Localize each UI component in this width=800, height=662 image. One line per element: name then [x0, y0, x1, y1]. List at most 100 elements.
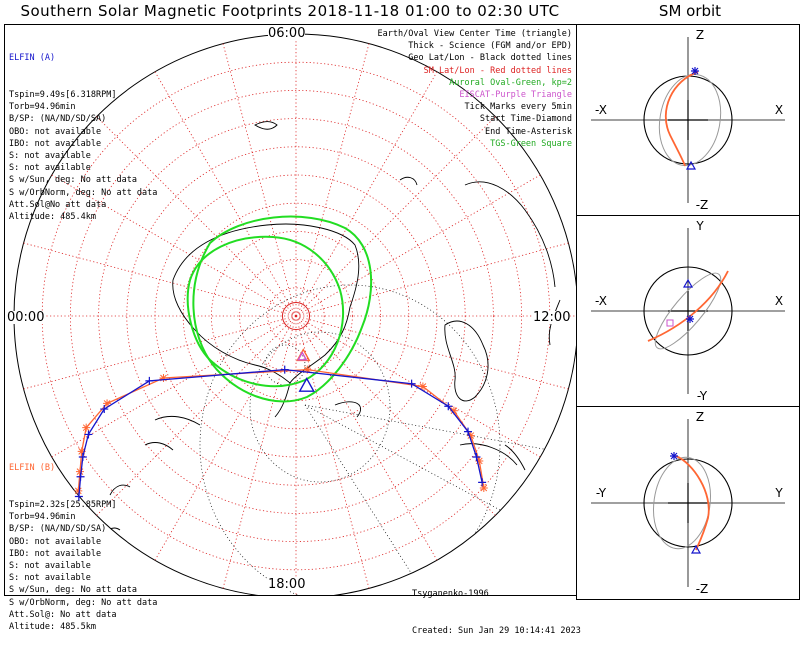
legend-line: Tick Marks every 5min [464, 102, 572, 113]
coastline [444, 320, 489, 402]
elfin-a-tick [74, 492, 83, 501]
elfin-b-info-line: Torb=94.96min [9, 512, 76, 523]
sm-lon-spoke [295, 116, 496, 317]
elfin-b-info-line: S w/Sun, deg: No att data [9, 585, 137, 596]
footprint-plot-frame: 06:00 00:00 12:00 18:00 ELFIN (A) Tspin=… [4, 24, 581, 636]
sm-lat-ring [98, 118, 494, 514]
elfin-b-info-line: B/SP: (NA/ND/SD/SA) [9, 524, 107, 535]
auroral-oval-outer [192, 215, 373, 403]
coastline [154, 415, 201, 426]
elfin-b-info-line: Att.Sol@: No att data [9, 609, 117, 620]
elfin-b-tick [303, 365, 312, 374]
coastline [504, 522, 531, 531]
orbit-title: SM orbit [658, 2, 722, 20]
legend: Earth/Oval View Center Time (triangle) Th… [378, 28, 572, 150]
elfin-b-info-line: IBO: not available [9, 548, 102, 559]
orbit-end-asterisk [670, 452, 678, 460]
elfin-a-info-line: S w/Sun, deg: No att data [9, 175, 137, 186]
created-label: Created: Sun Jan 29 10:14:41 2023 [412, 626, 581, 637]
legend-line: EISCAT-Purple Triangle [459, 90, 572, 101]
elfin-b-info-line: S: not available [9, 573, 91, 584]
orbit-axis-label-pos-y: Z [696, 410, 704, 424]
legend-line: Earth/Oval View Center Time (triangle) [377, 29, 572, 39]
sm-lon-spoke [295, 315, 438, 561]
elfin-b-tick [475, 456, 484, 465]
orbit-axis-label-pos-x: X [775, 294, 783, 308]
elfin-a-info-line: OBO: not available [9, 126, 102, 137]
sm-lon-spoke [154, 315, 297, 561]
orbit-end-asterisk [686, 315, 694, 323]
elfin-a-tick [145, 376, 154, 385]
orbit-axis-label-neg-x: -X [595, 103, 607, 117]
hour-label-right: 12:00 [533, 310, 571, 325]
orbit-axis-label-pos-x: Y [774, 486, 783, 500]
elfin-a-tick [407, 379, 416, 388]
orbit-axis-label-neg-y: -Y [697, 389, 708, 403]
elfin-a-info-line: S: not available [9, 151, 91, 162]
orbit-end-asterisk [691, 67, 699, 75]
geo-lon-line [304, 404, 576, 456]
orbit-path-grey [658, 73, 722, 167]
sm-lat-ring [210, 230, 381, 401]
elfin-a-info-line: Torb=94.96min [9, 102, 76, 113]
sm-lon-spoke [96, 315, 297, 516]
orbit-center-triangle [690, 544, 702, 554]
elfin-a-info-line: IBO: not available [9, 138, 102, 149]
elfin-b-tick [466, 431, 475, 440]
orbit-panel-yz-chart: -Y Y Z -Z [591, 410, 785, 596]
sm-lon-spoke [51, 315, 297, 458]
sm-lon-spoke [23, 315, 297, 390]
coastlines [99, 121, 561, 541]
orbit-panel-xz: -X X Z -Z [576, 24, 800, 216]
elfin-b-tick [103, 399, 112, 408]
orbit-path-grey [654, 272, 722, 350]
sm-grid [14, 34, 576, 595]
hour-label-top: 06:00 [268, 26, 306, 41]
legend-line: Thick - Science (FGM and/or EPD) [408, 41, 572, 52]
elfin-a-info-line: Altitude: 485.4km [9, 212, 96, 223]
orbit-axis-label-neg-y: -Z [696, 198, 709, 212]
sm-lon-spoke [295, 71, 438, 317]
geo-grid [199, 284, 576, 595]
elfin-b-info-line: S w/OrbNorm, deg: No att data [9, 597, 158, 608]
coastline [504, 444, 526, 471]
footer-info: Tsyganenko-1996 Created: Sun Jan 29 10:1… [412, 564, 581, 662]
elfin-a-name: ELFIN (A) [9, 53, 56, 64]
elfin-a-tick [472, 453, 481, 461]
elfin-a-tick [280, 365, 289, 374]
orbit-center-triangle [685, 160, 697, 170]
elfin-a-tick [100, 405, 109, 414]
orbit-panel-xz-chart: -X X Z -Z [591, 28, 785, 212]
elfin-b-tick [77, 447, 86, 456]
elfin-a-tick [444, 402, 453, 411]
geo-lat-line [264, 344, 306, 386]
sm-lat-ring [267, 287, 325, 345]
coastline [334, 401, 362, 418]
geo-lon-line [304, 404, 566, 546]
orbit-axis-label-pos-x: X [775, 103, 783, 117]
sm-lon-spoke [222, 43, 297, 317]
elfin-b-info-line: Tspin=2.32s[25.85RPM] [9, 500, 117, 511]
elfin-b-tick [449, 406, 458, 415]
geo-lat-line [249, 331, 391, 483]
orbit-axis-label-pos-y: Z [696, 28, 704, 42]
orbit-path-elfin-b [647, 270, 729, 342]
legend-line: Auroral Oval-Green, kp=2 [449, 77, 572, 88]
elfin-b-info-line: OBO: not available [9, 536, 102, 547]
orbit-path-grey [653, 456, 711, 550]
sm-lon-spoke [295, 315, 496, 516]
elfin-b-tick [75, 467, 84, 476]
sm-lon-spoke [222, 315, 297, 589]
elfin-b-info-line: Altitude: 485.5km [9, 622, 96, 633]
eiscat-triangle [297, 351, 308, 361]
legend-line: SM Lat/Lon - Red dotted lines [423, 65, 572, 76]
elfin-a-tick [78, 453, 87, 461]
elfin-b-tick [479, 484, 488, 493]
sm-inner-ring [281, 301, 311, 331]
coastline [109, 484, 131, 496]
hour-label-bottom: 18:00 [268, 577, 306, 592]
orbit-center-triangle [682, 278, 694, 288]
sm-lon-spoke [295, 315, 370, 589]
auroral-oval-inner [186, 235, 345, 388]
sm-lat-ring [69, 89, 523, 543]
